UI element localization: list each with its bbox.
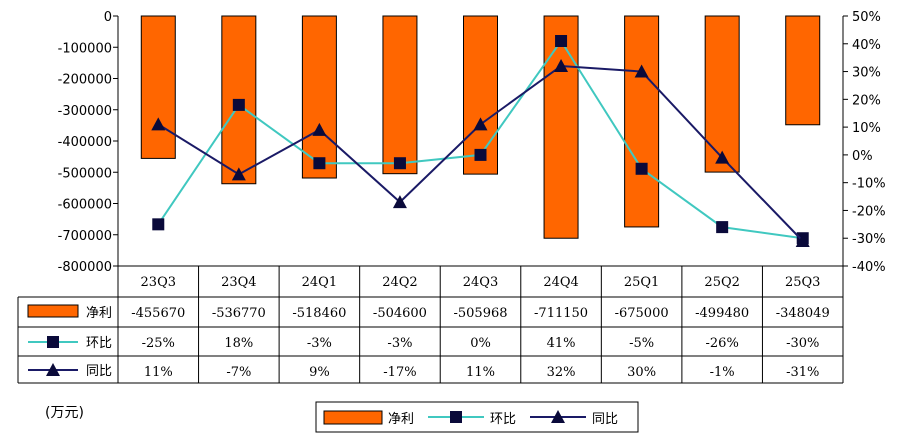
mom-value-24Q3: 0%: [470, 336, 491, 351]
net-profit-value-24Q1: -518460: [292, 306, 346, 321]
yoy-value-23Q4: -7%: [226, 365, 251, 380]
right-tick-label: -10%: [852, 177, 886, 192]
row-label-mom: 环比: [86, 336, 112, 351]
mom-key-marker: [47, 336, 59, 348]
mom-point-25Q2: [716, 221, 729, 234]
left-tick-label: 0: [104, 10, 112, 25]
category-label-25Q1: 25Q1: [624, 275, 659, 290]
net-profit-value-23Q3: -455670: [131, 306, 185, 321]
row-label-net-profit: 净利: [86, 306, 112, 321]
data-table: 23Q3 23Q4 24Q1 24Q2 24Q3 24Q4 25Q1 25Q2 25Q3 净利环比…: [17, 265, 844, 384]
mom-point-24Q3: [474, 148, 487, 161]
bar-series-group: [140, 15, 821, 239]
unit-label: (万元): [45, 405, 84, 421]
mom-value-23Q3: -25%: [142, 336, 175, 351]
yoy-value-25Q3: -31%: [786, 365, 819, 380]
yoy-value-25Q2: -1%: [710, 365, 735, 380]
right-tick-label: 0%: [852, 149, 873, 164]
mom-point-25Q1: [635, 162, 648, 175]
net-profit-key: [27, 304, 79, 318]
yoy-point-24Q3: [473, 117, 488, 131]
net-profit-value-25Q2: -499480: [695, 306, 749, 321]
category-label-24Q4: 24Q4: [543, 275, 578, 290]
mom-value-24Q4: 41%: [547, 336, 576, 351]
legend-net-profit-key: [323, 410, 383, 425]
mom-point-24Q4: [555, 35, 568, 47]
category-label-24Q2: 24Q2: [382, 275, 417, 290]
yoy-point-25Q1: [634, 64, 649, 78]
mom-value-25Q3: -30%: [786, 336, 819, 351]
yoy-value-24Q4: 32%: [547, 365, 576, 380]
bar-25Q1: [624, 15, 660, 228]
right-tick-label: 30%: [852, 66, 881, 81]
bar-24Q1: [301, 15, 337, 179]
left-tick-label: -700000: [58, 229, 112, 244]
yoy-value-24Q3: 11%: [466, 365, 495, 380]
category-label-23Q4: 23Q4: [221, 275, 256, 290]
category-label-25Q3: 25Q3: [785, 275, 820, 290]
net-profit-value-23Q4: -536770: [212, 306, 266, 321]
category-label-24Q3: 24Q3: [463, 275, 498, 290]
axes-group: 0 -100000 -200000 -300000 -400000 -500000 -600…: [58, 10, 886, 275]
mom-point-23Q4: [232, 98, 245, 111]
category-label-25Q2: 25Q2: [704, 275, 739, 290]
right-tick-label: 20%: [852, 93, 881, 108]
right-tick-label: -20%: [852, 204, 886, 219]
net-profit-value-24Q3: -505968: [453, 306, 507, 321]
mom-point-24Q1: [313, 157, 326, 170]
legend-mom-label: 环比: [490, 412, 516, 427]
net-profit-value-24Q4: -711150: [534, 306, 588, 321]
bar-25Q2: [704, 15, 740, 173]
net-profit-value-24Q2: -504600: [373, 306, 427, 321]
yoy-value-23Q3: 11%: [144, 365, 173, 380]
mom-value-25Q1: -5%: [629, 336, 654, 351]
legend-net-profit-label: 净利: [388, 412, 414, 427]
yoy-value-24Q1: 9%: [309, 365, 330, 380]
yoy-point-24Q1: [312, 122, 327, 136]
yoy-point-24Q4: [554, 59, 569, 72]
yoy-point-24Q2: [392, 195, 407, 209]
net-profit-value-25Q1: -675000: [615, 306, 669, 321]
mom-value-23Q4: 18%: [224, 336, 253, 351]
bar-24Q2: [382, 15, 418, 175]
yoy-key-marker: [46, 363, 60, 376]
row-label-yoy: 同比: [86, 364, 112, 379]
legend-mom-marker: [450, 411, 462, 423]
mom-value-24Q1: -3%: [307, 336, 332, 351]
right-tick-label: 10%: [852, 121, 881, 136]
left-tick-label: -100000: [58, 41, 112, 56]
left-tick-label: -600000: [58, 198, 112, 213]
legend-yoy-label: 同比: [592, 412, 618, 427]
right-tick-label: -40%: [852, 260, 886, 275]
right-tick-label: -30%: [852, 232, 886, 247]
bar-24Q3: [463, 15, 498, 175]
yoy-value-24Q2: -17%: [383, 365, 416, 380]
left-tick-label: -800000: [58, 260, 112, 275]
mom-point-23Q3: [152, 218, 165, 231]
line-series-group: [151, 35, 810, 247]
yoy-point-25Q2: [715, 150, 730, 164]
mom-value-25Q2: -26%: [706, 336, 739, 351]
mom-value-24Q2: -3%: [387, 336, 412, 351]
yoy-point-23Q4: [231, 167, 246, 181]
bar-23Q3: [140, 15, 176, 159]
category-label-24Q1: 24Q1: [302, 275, 337, 290]
right-tick-label: 50%: [852, 10, 881, 25]
bar-25Q3: [785, 15, 821, 126]
yoy-point-23Q3: [151, 117, 166, 131]
yoy-point-25Q3: [795, 234, 810, 247]
yoy-value-25Q1: 30%: [627, 365, 656, 380]
legend-yoy-marker: [551, 410, 565, 423]
right-tick-label: 40%: [852, 38, 881, 53]
left-tick-label: -500000: [58, 166, 112, 181]
left-tick-label: -300000: [58, 104, 112, 119]
category-label-23Q3: 23Q3: [141, 275, 176, 290]
bar-24Q4: [543, 15, 579, 239]
net-profit-value-25Q3: -348049: [776, 306, 830, 321]
left-tick-label: -400000: [58, 135, 112, 150]
left-tick-label: -200000: [58, 73, 112, 88]
legend: 净利 环比 同比: [315, 401, 639, 433]
mom-point-24Q2: [393, 157, 406, 170]
